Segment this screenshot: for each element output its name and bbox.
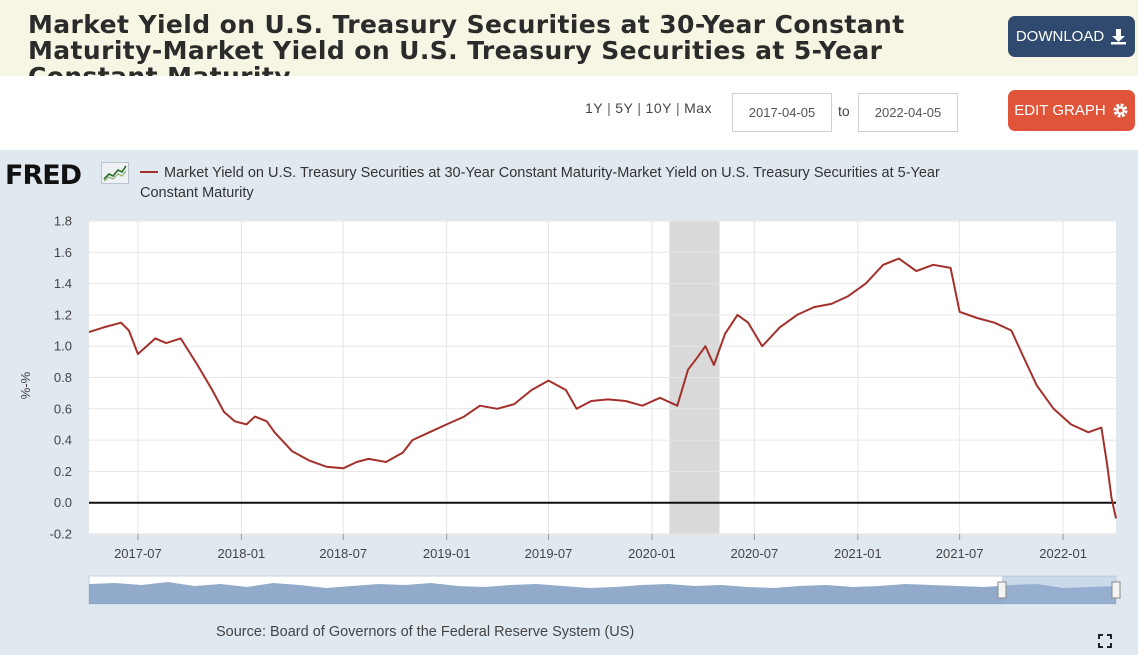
y-tick-label: 0.8 [54,370,72,385]
x-tick-label: 2017-07 [114,546,162,561]
x-tick-label: 2019-01 [423,546,471,561]
source-note: Source: Board of Governors of the Federa… [216,624,635,640]
x-tick-label: 2019-07 [525,546,573,561]
y-tick-label: -0.2 [50,527,72,542]
edit-graph-button[interactable]: EDIT GRAPH [1008,90,1135,131]
gear-icon [1113,103,1128,118]
edit-graph-label: EDIT GRAPH [1014,102,1106,119]
range-10y-link[interactable]: 10Y [645,100,672,116]
start-date-input[interactable]: 2017-04-05 [732,93,832,132]
chart-legend: Market Yield on U.S. Treasury Securities… [140,163,960,203]
range-max-link[interactable]: Max [684,100,713,116]
y-tick-label: 1.4 [54,276,72,291]
range-1y-link[interactable]: 1Y [585,100,604,116]
header-bar: Market Yield on U.S. Treasury Securities… [0,0,1138,90]
x-tick-label: 2022-01 [1039,546,1087,561]
to-label: to [838,103,850,119]
navigator-handle[interactable] [1111,581,1121,599]
x-tick-label: 2018-07 [319,546,367,561]
y-tick-label: 0.4 [54,433,72,448]
legend-label: Market Yield on U.S. Treasury Securities… [140,165,940,201]
x-tick-label: 2020-01 [628,546,676,561]
legend-swatch [140,170,158,173]
y-tick-label: 1.0 [54,339,72,354]
download-label: DOWNLOAD [1015,28,1105,45]
y-tick-label: 1.8 [54,214,72,229]
end-date-input[interactable]: 2022-04-05 [858,93,958,132]
navigator-area [89,582,1116,604]
x-tick-label: 2021-07 [936,546,984,561]
y-tick-label: 0.6 [54,401,72,416]
navigator-selection[interactable] [1002,576,1116,604]
range-links: 1Y | 5Y | 10Y | Max [585,100,713,116]
expand-icon[interactable] [1098,634,1112,648]
series-line [88,257,1117,519]
y-tick-label: 0.0 [54,495,72,510]
fred-sparkline-icon [101,162,129,184]
page-title: Market Yield on U.S. Treasury Securities… [28,10,905,90]
fred-logo: FRED [5,160,82,191]
y-tick-label: 1.2 [54,307,72,322]
y-tick-label: 1.6 [54,245,72,260]
fred-logo-text: FRED [5,160,82,191]
y-tick-label: 0.2 [54,464,72,479]
download-icon [1111,29,1127,45]
x-tick-label: 2021-01 [834,546,882,561]
download-button[interactable]: DOWNLOAD [1008,16,1135,57]
range-5y-link[interactable]: 5Y [615,100,634,116]
navigator-handle[interactable] [997,581,1007,599]
x-tick-label: 2018-01 [218,546,266,561]
x-tick-label: 2020-07 [730,546,778,561]
